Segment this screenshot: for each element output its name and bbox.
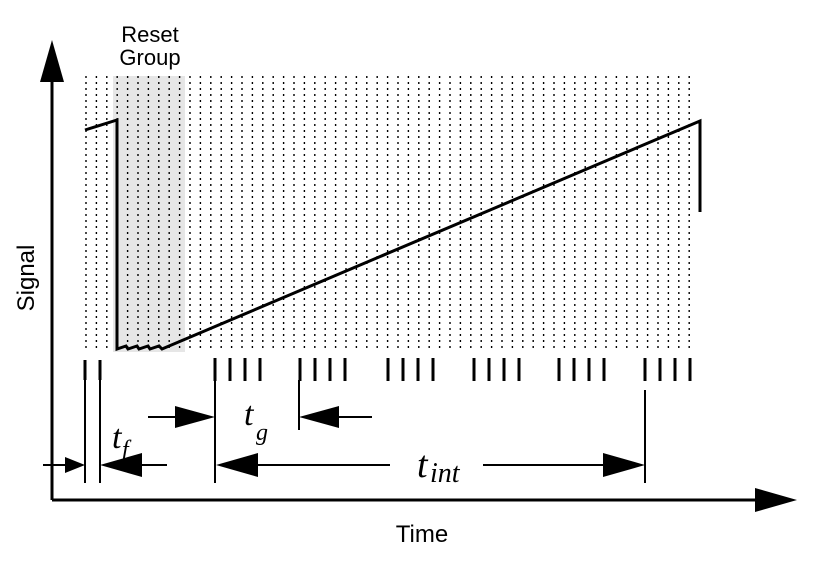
tf-right-arrowhead — [175, 406, 215, 428]
dim-left-arrowhead — [65, 457, 85, 473]
tg-left-arrowhead — [299, 406, 339, 428]
tf-label-main: t — [112, 419, 123, 456]
tint-label-sub: int — [430, 458, 461, 489]
tint-label-main: t — [417, 444, 429, 486]
tint-right-arrowhead — [603, 453, 645, 477]
y-axis-label: Signal — [13, 245, 40, 312]
x-axis-arrowhead — [755, 488, 797, 512]
y-axis-arrowhead — [40, 40, 64, 82]
tg-label-main: t — [244, 396, 255, 433]
x-axis-label: Time — [396, 521, 448, 548]
signal-ramp — [84, 117, 702, 352]
tf-left-arrowhead — [100, 453, 142, 477]
tg-label-sub: g — [256, 420, 268, 446]
tf-label-sub: f — [122, 437, 132, 463]
reset-group-label-line1: Reset — [121, 22, 178, 47]
reset-group-label-line2: Group — [119, 45, 180, 70]
read-tick-marks — [83, 358, 692, 381]
tint-left-arrowhead — [216, 453, 258, 477]
